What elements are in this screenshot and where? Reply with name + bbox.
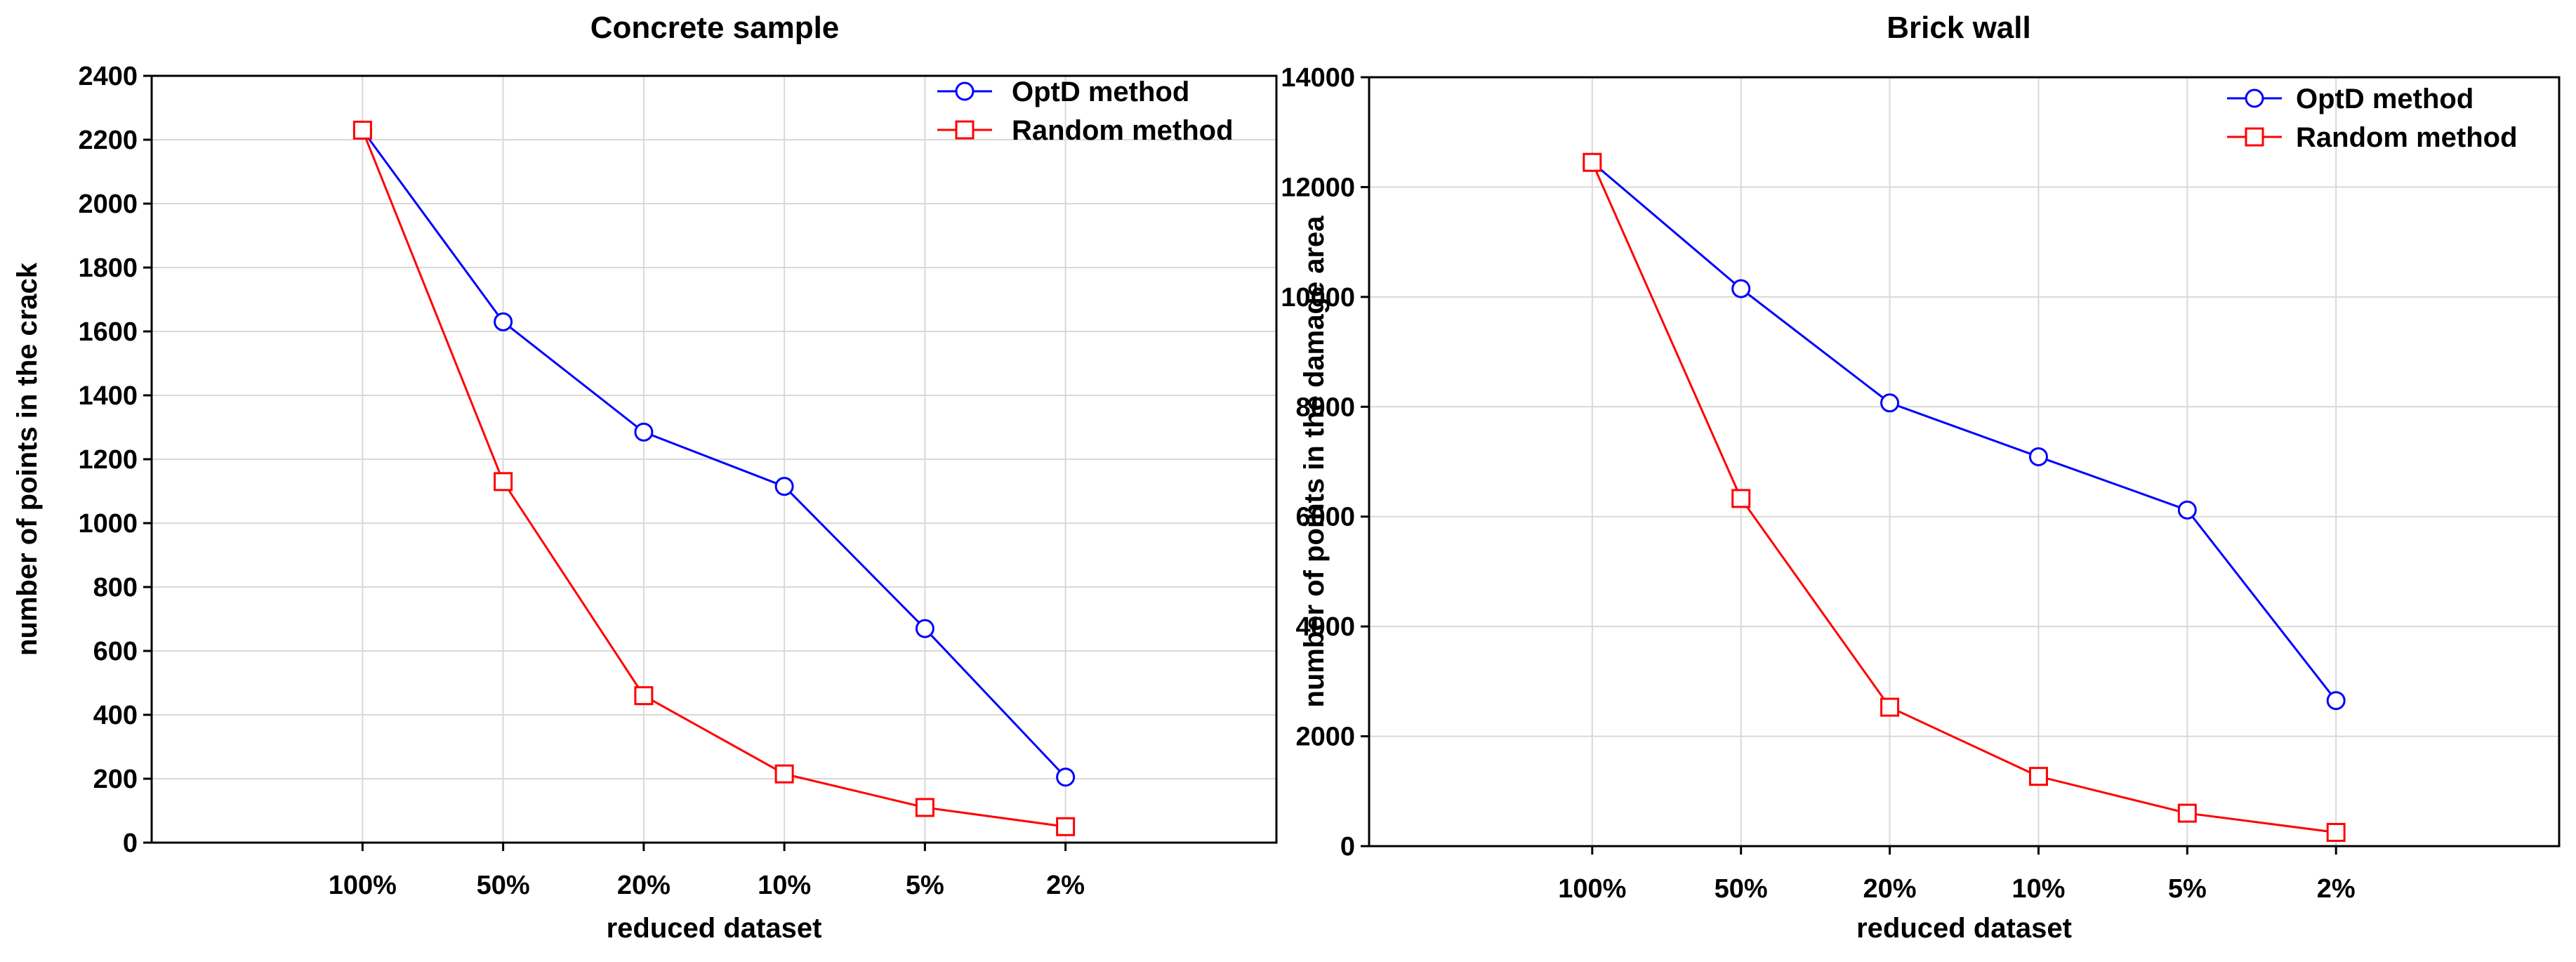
legend-label: OptD method: [2296, 84, 2473, 114]
y-tick-label: 1600: [78, 317, 138, 347]
series-line: [361, 129, 1066, 828]
y-tick-label: 4000: [1295, 612, 1355, 642]
data-point-marker: [494, 312, 513, 331]
x-axis-label: reduced dataset: [1856, 913, 2072, 944]
x-tick-label: 20%: [617, 871, 671, 900]
x-tick-label: 2%: [1046, 871, 1085, 900]
data-point-marker: [2028, 767, 2048, 786]
data-point-marker: [494, 472, 513, 492]
data-point-marker: [2177, 803, 2197, 823]
data-point-marker: [634, 422, 654, 442]
y-tick-label: 1800: [78, 253, 138, 283]
y-tick-label: 10000: [1281, 283, 1355, 312]
y-tick-label: 1400: [78, 381, 138, 411]
data-point-marker: [2326, 822, 2346, 842]
chart-title: Brick wall: [1887, 11, 2030, 45]
y-tick-label: 1000: [78, 509, 138, 539]
y-tick-label: 600: [93, 637, 138, 666]
series-line: [1591, 162, 2337, 701]
plot-frame: [150, 74, 1278, 844]
x-tick-label: 5%: [2168, 874, 2207, 904]
legend-marker: [2245, 88, 2264, 108]
x-tick-label: 100%: [329, 871, 397, 900]
x-tick-label: 100%: [1558, 874, 1626, 904]
y-tick-label: 0: [123, 829, 138, 858]
data-point-marker: [1731, 489, 1751, 508]
legend-label: Random method: [1012, 115, 1234, 146]
data-point-marker: [2028, 447, 2048, 466]
y-tick-label: 0: [1340, 832, 1355, 862]
legend-label: OptD method: [1012, 77, 1189, 107]
y-tick-label: 2000: [78, 190, 138, 219]
y-tick-label: 800: [93, 573, 138, 602]
x-tick-label: 10%: [758, 871, 811, 900]
data-point-marker: [774, 764, 794, 784]
x-tick-label: 10%: [2012, 874, 2065, 904]
data-point-marker: [1056, 767, 1076, 787]
x-tick-label: 2%: [2317, 874, 2356, 904]
plot-frame: [1368, 76, 2561, 848]
x-tick-label: 50%: [477, 871, 530, 900]
data-point-marker: [1880, 697, 1900, 717]
data-point-marker: [1056, 817, 1076, 836]
x-tick-label: 5%: [906, 871, 944, 900]
y-tick-label: 8000: [1295, 393, 1355, 422]
chart-title: Concrete sample: [590, 11, 840, 45]
y-tick-label: 1200: [78, 445, 138, 475]
series-line: [1591, 162, 2337, 833]
legend-marker: [2245, 127, 2264, 147]
data-point-marker: [774, 477, 794, 496]
x-axis-label: reduced dataset: [607, 913, 822, 944]
y-tick-label: 14000: [1281, 63, 1355, 93]
data-point-marker: [1880, 393, 1900, 413]
data-point-marker: [2326, 691, 2346, 711]
y-tick-label: 2400: [78, 62, 138, 91]
chart-brick-wall: 100% 50% 20% 10% 5% 2% 0 2000 4000 6000 8000 10000 1…: [1281, 11, 2561, 944]
series-line: [362, 129, 1066, 778]
data-point-marker: [634, 686, 654, 706]
y-tick-label: 2200: [78, 126, 138, 155]
data-point-marker: [2177, 500, 2197, 520]
data-point-marker: [915, 619, 934, 638]
data-point-marker: [352, 120, 372, 140]
data-point-marker: [1583, 152, 1602, 172]
data-point-marker: [915, 798, 934, 817]
data-point-marker: [1731, 279, 1751, 298]
y-axis-label: number of points in the damage area: [1299, 216, 1330, 708]
x-tick-label: 50%: [1715, 874, 1768, 904]
y-tick-label: 200: [93, 765, 138, 794]
y-tick-label: 6000: [1295, 503, 1355, 532]
x-tick-label: 20%: [1863, 874, 1917, 904]
legend-marker: [955, 120, 975, 140]
y-axis-label: number of points in the crack: [12, 262, 43, 656]
legend-label: Random method: [2296, 122, 2518, 153]
y-tick-label: 12000: [1281, 173, 1355, 202]
chart-concrete-sample: 100% 50% 20% 10% 5% 2% 0 200 400 600 800 1000 1200 14…: [12, 11, 1278, 944]
legend-marker: [955, 81, 975, 101]
y-tick-label: 2000: [1295, 723, 1355, 752]
y-tick-label: 400: [93, 701, 138, 730]
